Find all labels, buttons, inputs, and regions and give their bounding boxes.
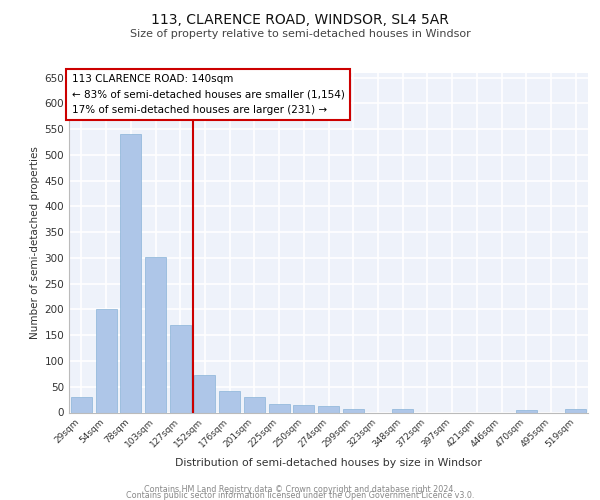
Text: 113, CLARENCE ROAD, WINDSOR, SL4 5AR: 113, CLARENCE ROAD, WINDSOR, SL4 5AR [151, 12, 449, 26]
Bar [71, 397, 92, 412]
Bar [392, 410, 413, 412]
Bar [120, 134, 141, 412]
Bar [269, 404, 290, 412]
Text: 113 CLARENCE ROAD: 140sqm
← 83% of semi-detached houses are smaller (1,154)
17% : 113 CLARENCE ROAD: 140sqm ← 83% of semi-… [71, 74, 344, 114]
Bar [293, 405, 314, 412]
Text: Size of property relative to semi-detached houses in Windsor: Size of property relative to semi-detach… [130, 29, 470, 39]
Bar [194, 375, 215, 412]
Bar [516, 410, 537, 412]
Y-axis label: Number of semi-detached properties: Number of semi-detached properties [30, 146, 40, 339]
Bar [170, 325, 191, 412]
Bar [318, 406, 339, 412]
X-axis label: Distribution of semi-detached houses by size in Windsor: Distribution of semi-detached houses by … [175, 458, 482, 468]
Bar [145, 257, 166, 412]
Bar [95, 310, 116, 412]
Text: Contains public sector information licensed under the Open Government Licence v3: Contains public sector information licen… [126, 490, 474, 500]
Bar [244, 397, 265, 412]
Text: Contains HM Land Registry data © Crown copyright and database right 2024.: Contains HM Land Registry data © Crown c… [144, 484, 456, 494]
Bar [343, 409, 364, 412]
Bar [219, 391, 240, 412]
Bar [565, 410, 586, 412]
